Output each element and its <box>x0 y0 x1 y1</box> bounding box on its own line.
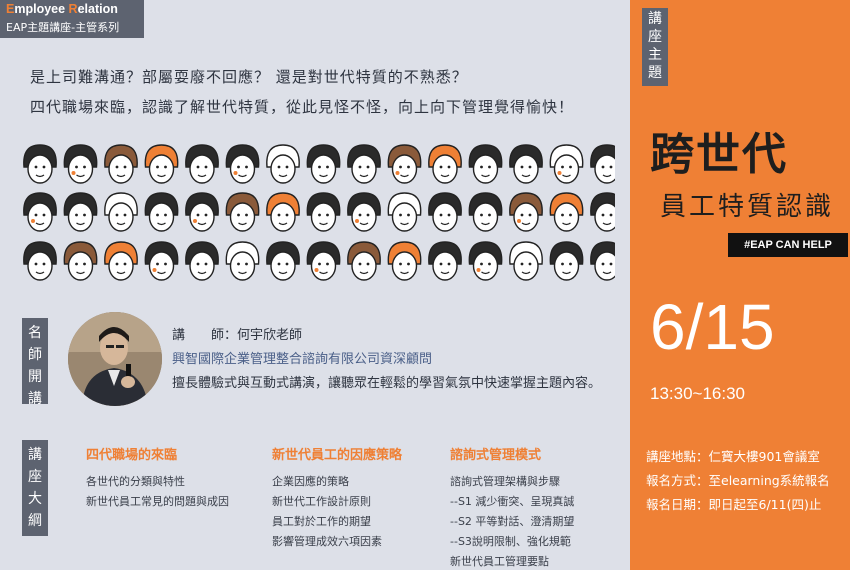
event-date: 6/15 <box>650 291 775 363</box>
lecturer-title: 興智國際企業管理整合諮詢有限公司資深顧問 <box>172 352 433 367</box>
face-icon <box>104 144 138 184</box>
face-icon <box>428 192 462 232</box>
face-icon <box>468 192 503 232</box>
outline-item: --S3說明限制、強化規範 <box>450 535 571 548</box>
face-icon <box>144 192 179 232</box>
face-icon <box>225 144 260 184</box>
outline-item: 員工對於工作的期望 <box>272 515 371 528</box>
face-icon <box>225 192 260 232</box>
outline-item: --S1 減少衝突、呈現真誠 <box>450 495 575 508</box>
face-icon <box>185 241 219 281</box>
outline-column-2: 新世代員工的因應策略 企業因應的策略 新世代工作設計原則 員工對於工作的期望 影… <box>272 444 402 552</box>
outline-heading: 新世代員工的因應策略 <box>272 448 403 463</box>
face-icon <box>185 144 219 184</box>
face-icon <box>23 192 57 232</box>
lecturer-name: 講 師：何宇欣老師 <box>172 328 303 343</box>
event-subtitle: 員工特質認識 <box>660 192 835 222</box>
intro-question: 是上司難溝通？部屬耍廢不回應？ 還是對世代特質的不熟悉？ <box>30 68 468 86</box>
outline-item: 企業因應的策略 <box>272 475 349 488</box>
face-icon <box>144 144 179 184</box>
face-icon <box>549 241 584 281</box>
outline-item: 影響管理成效六項因素 <box>272 535 382 548</box>
face-icon <box>104 192 138 232</box>
face-icon <box>185 192 219 232</box>
face-icon <box>266 144 300 184</box>
faces-illustration <box>23 144 615 281</box>
face-icon <box>509 144 543 184</box>
outline-item: 各世代的分類與特性 <box>86 475 185 488</box>
outline-section-label: 講 座 大 綱 <box>22 440 48 536</box>
face-icon <box>468 144 503 184</box>
lecturer-photo <box>68 312 162 406</box>
lecturer-section-label: 名 師 開 講 <box>22 318 48 407</box>
registration-method: 報名方式：至elearning系統報名 <box>646 473 830 488</box>
face-icon <box>590 241 615 281</box>
face-icon <box>347 144 381 184</box>
face-icon <box>266 192 300 232</box>
face-icon <box>387 192 422 232</box>
face-icon <box>63 192 98 232</box>
intro-statement: 四代職場來臨，認識了解世代特質，從此見怪不怪，向上向下管理覺得愉快！ <box>30 98 575 116</box>
face-icon <box>590 192 615 232</box>
face-icon <box>104 241 138 281</box>
outline-column-3: 諮詢式管理模式 諮詢式管理架構與步驟 --S1 減少衝突、呈現真誠 --S2 平… <box>450 444 574 570</box>
outline-column-1: 四代職場的來臨 各世代的分類與特性 新世代員工常見的問題與成因 <box>86 444 229 512</box>
registration-deadline: 報名日期：即日起至6/11(四)止 <box>646 497 822 512</box>
right-panel <box>630 0 850 570</box>
outline-item: 新世代員工常見的問題與成因 <box>86 495 229 508</box>
face-icon <box>590 144 615 184</box>
brand-title: Employee Relation <box>6 2 118 16</box>
topic-section-label: 講 座 主 題 <box>642 8 668 86</box>
face-icon <box>347 192 381 232</box>
face-icon <box>306 241 341 281</box>
face-icon <box>23 144 57 184</box>
face-icon <box>549 144 584 184</box>
outline-item: 諮詢式管理架構與步驟 <box>450 475 560 488</box>
event-title: 跨世代 <box>650 129 788 180</box>
face-icon <box>306 192 341 232</box>
face-icon <box>347 241 381 281</box>
face-icon <box>549 192 584 232</box>
face-icon <box>509 192 543 232</box>
face-icon <box>63 144 98 184</box>
lecturer-description: 擅長體驗式與互動式講演，讓聽眾在輕鬆的學習氣氛中快速掌握主題內容。 <box>172 376 602 391</box>
face-icon <box>23 241 57 281</box>
face-icon <box>387 144 422 184</box>
brand-block: Employee Relation EAP主題講座-主管系列 <box>0 0 144 38</box>
left-panel: Employee Relation EAP主題講座-主管系列 是上司難溝通？部屬… <box>0 0 615 570</box>
outline-heading: 四代職場的來臨 <box>86 448 178 463</box>
face-icon <box>387 241 422 281</box>
face-icon <box>428 144 462 184</box>
series-label: EAP主題講座-主管系列 <box>6 21 120 34</box>
face-icon <box>468 241 503 281</box>
outline-item: --S2 平等對話、澄清期望 <box>450 515 575 528</box>
event-location: 講座地點：仁寶大樓901會議室 <box>646 449 820 464</box>
outline-item: 新世代工作設計原則 <box>272 495 371 508</box>
face-icon <box>63 241 98 281</box>
outline-item: 新世代員工管理要點 <box>450 555 549 568</box>
face-icon <box>428 241 462 281</box>
outline-heading: 諮詢式管理模式 <box>450 448 542 463</box>
face-icon <box>509 241 543 281</box>
face-icon <box>225 241 260 281</box>
face-icon <box>144 241 179 281</box>
face-icon <box>266 241 300 281</box>
eap-tag: #EAP CAN HELP <box>728 233 848 257</box>
event-time: 13:30~16:30 <box>650 384 746 403</box>
face-icon <box>306 144 341 184</box>
